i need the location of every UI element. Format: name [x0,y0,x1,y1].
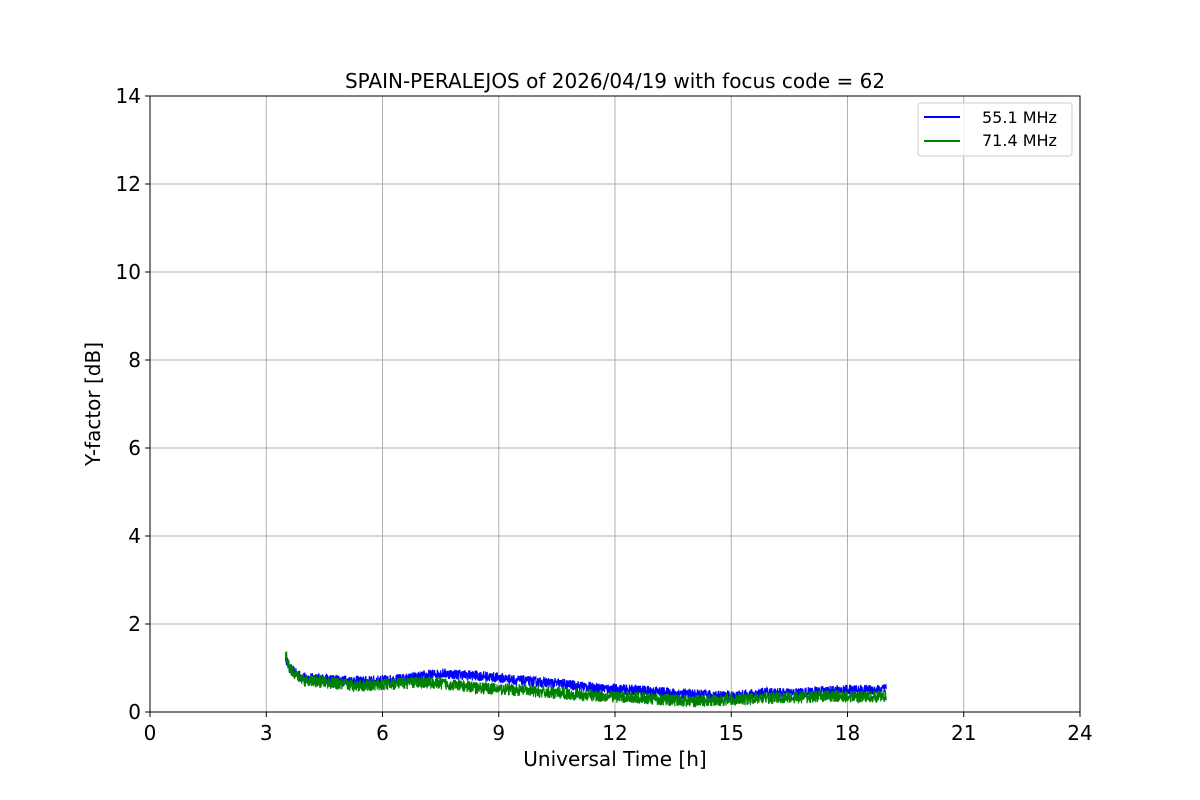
x-tick-label: 0 [144,721,157,745]
legend-label-71-4-mhz: 71.4 MHz [982,131,1057,150]
series-line-55-1-mhz [285,653,887,703]
series-layer [285,651,887,708]
y-tick-label: 4 [128,524,141,548]
y-tick-label: 10 [116,260,141,284]
y-tick-label: 6 [128,436,141,460]
y-tick-label: 14 [116,84,141,108]
legend: 55.1 MHz 71.4 MHz [917,102,1073,157]
x-tick-label: 3 [260,721,273,745]
grid-lines [149,95,1081,713]
y-tick-label: 2 [128,612,141,636]
y-tick-label: 8 [128,348,141,372]
x-tick-label: 18 [835,721,860,745]
x-tick-label: 24 [1067,721,1092,745]
x-tick-label: 15 [719,721,744,745]
x-tick-label: 9 [492,721,505,745]
y-axis-label: Y-factor [dB] [81,342,105,467]
series-line-71-4-mhz [285,651,887,708]
x-tick-label: 12 [602,721,627,745]
y-tick-label: 12 [116,172,141,196]
chart-title: SPAIN-PERALEJOS of 2026/04/19 with focus… [345,69,885,93]
y-tick-label: 0 [128,700,141,724]
x-tick-label: 6 [376,721,389,745]
legend-label-55-1-mhz: 55.1 MHz [982,108,1057,127]
x-axis-label: Universal Time [h] [523,747,706,771]
x-tick-label: 21 [951,721,976,745]
